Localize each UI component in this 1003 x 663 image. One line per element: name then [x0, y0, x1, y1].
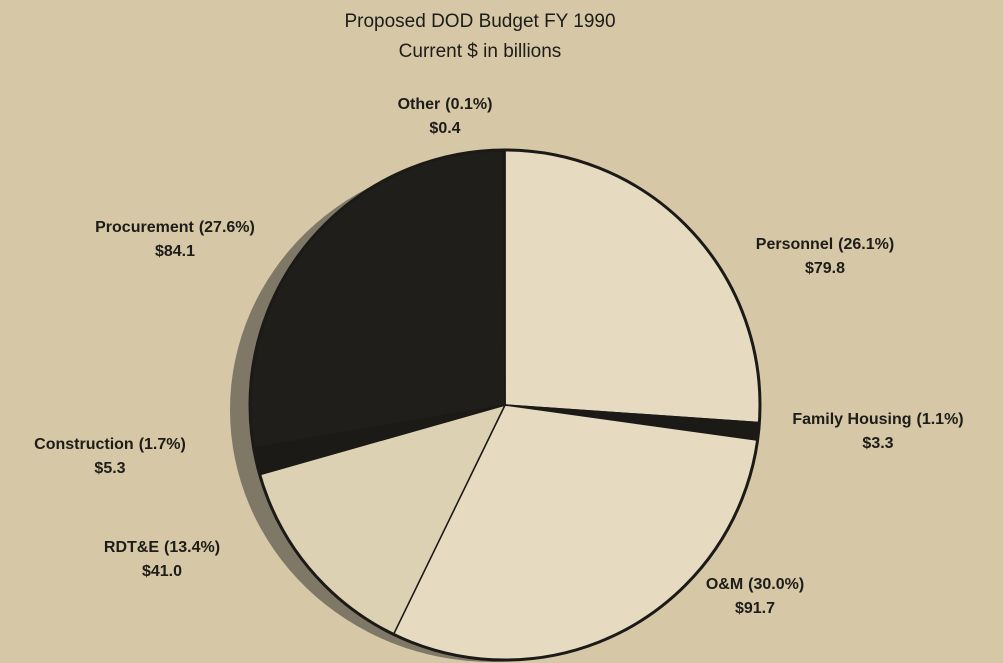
slice-label: Personnel (26.1%)	[756, 236, 894, 253]
category-name: RDT&E	[104, 539, 159, 556]
percent-label: (30.0%)	[748, 576, 804, 593]
percent-label: (13.4%)	[164, 539, 220, 556]
slice-label: Construction (1.7%)	[34, 436, 186, 453]
category-name: O&M	[706, 576, 743, 593]
amount-label: $79.8	[805, 260, 845, 277]
category-name: Procurement	[95, 219, 194, 236]
category-name: Other	[398, 96, 441, 113]
category-name: Family Housing	[792, 411, 911, 428]
page: {"chart_data": {"type": "pie", "title": …	[0, 0, 1003, 663]
amount-label: $41.0	[142, 563, 182, 580]
slice-label: Procurement (27.6%)	[95, 219, 255, 236]
percent-label: (0.1%)	[445, 96, 492, 113]
category-name: Personnel	[756, 236, 833, 253]
chart: Proposed DOD Budget FY 1990 Current $ in…	[0, 0, 1003, 663]
percent-label: (27.6%)	[199, 219, 255, 236]
slice-label: Family Housing (1.1%)	[792, 411, 963, 428]
amount-label: $91.7	[735, 600, 775, 617]
amount-label: $3.3	[862, 435, 893, 452]
slice-label: Other(0.1%)	[398, 96, 493, 113]
chart-subtitle: Current $ in billions	[399, 41, 562, 62]
percent-label: (1.1%)	[917, 411, 964, 428]
category-name: Construction	[34, 436, 134, 453]
slice-label: O&M (30.0%)	[706, 576, 804, 593]
percent-label: (1.7%)	[139, 436, 186, 453]
chart-title: Proposed DOD Budget FY 1990	[344, 11, 615, 32]
percent-label: (26.1%)	[838, 236, 894, 253]
amount-label: $0.4	[429, 120, 460, 137]
amount-label: $5.3	[94, 460, 125, 477]
amount-label: $84.1	[155, 243, 195, 260]
pie	[250, 150, 760, 660]
